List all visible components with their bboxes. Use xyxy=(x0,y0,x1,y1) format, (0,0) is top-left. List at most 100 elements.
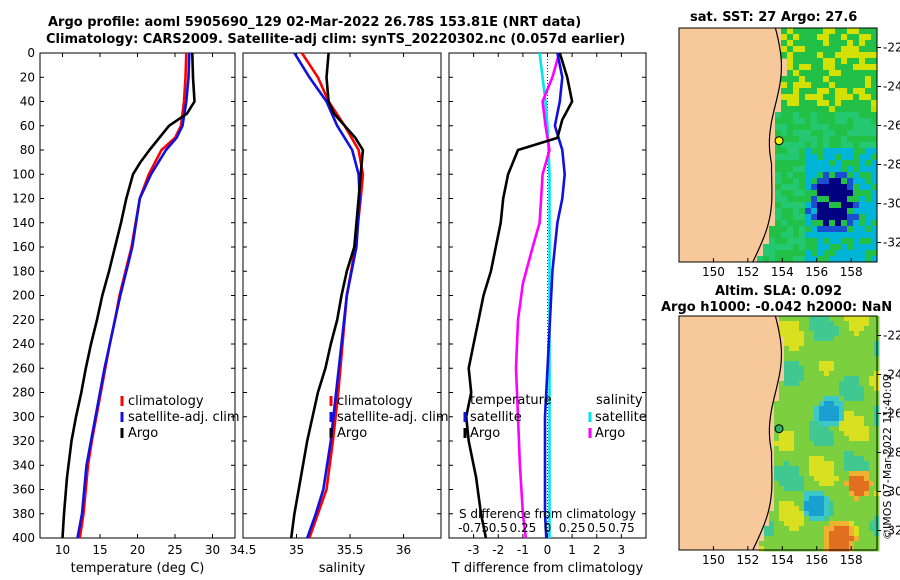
sst-map-cell xyxy=(829,34,836,41)
sla-map-cell xyxy=(844,326,850,332)
sst-map-cell xyxy=(805,112,812,119)
sst-map-cell xyxy=(829,142,836,149)
sst-map-cell xyxy=(817,142,824,149)
sla-map-cell xyxy=(849,536,855,542)
sla-map-cell xyxy=(864,501,870,507)
sla-map-cell xyxy=(764,531,770,537)
sla-map-lon-label: 150 xyxy=(702,553,725,567)
sla-map-cell xyxy=(849,456,855,462)
sst-map-cell xyxy=(835,124,842,131)
sla-map-cell xyxy=(849,521,855,527)
sst-map-cell xyxy=(775,226,782,233)
sla-map-cell xyxy=(794,536,800,542)
sla-map-cell xyxy=(779,386,785,392)
sst-map-cell xyxy=(781,256,788,263)
sst-map-cell xyxy=(805,226,812,233)
sst-map-cell xyxy=(775,250,782,257)
sla-map-cell xyxy=(824,486,830,492)
sst-map-cell xyxy=(811,214,818,221)
sla-map-cell xyxy=(799,531,805,537)
sst-map-cell xyxy=(865,184,872,191)
sla-map-cell xyxy=(784,506,790,512)
sla-map-cell xyxy=(809,481,815,487)
sla-map-cell xyxy=(764,541,770,547)
sla-map-cell xyxy=(809,386,815,392)
sst-map-cell xyxy=(865,70,872,77)
sst-map-cell xyxy=(799,28,806,35)
sst-map-cell xyxy=(859,142,866,149)
sst-map-cell xyxy=(865,100,872,107)
sla-map-cell xyxy=(859,381,865,387)
sla-map-cell xyxy=(779,511,785,517)
sla-map-cell xyxy=(794,346,800,352)
sla-map-cell xyxy=(834,476,840,482)
sst-map-cell xyxy=(865,172,872,179)
sla-map-cell xyxy=(804,396,810,402)
sla-map-cell xyxy=(849,411,855,417)
temperature-line-1 xyxy=(76,52,191,539)
sla-map-cell xyxy=(854,436,860,442)
sla-map-cell xyxy=(869,376,875,382)
sla-map-cell xyxy=(859,511,865,517)
sst-map-cell xyxy=(811,100,818,107)
salinity-legend-label: Argo xyxy=(337,426,367,441)
sla-map-cell xyxy=(869,511,875,517)
depth-tick-label: 320 xyxy=(12,434,35,448)
sst-map-cell xyxy=(805,232,812,239)
sla-map-cell xyxy=(859,491,865,497)
sst-map-cell xyxy=(793,250,800,257)
sst-map-cell xyxy=(817,208,824,215)
sst-map-cell xyxy=(841,208,848,215)
sla-map-cell xyxy=(799,356,805,362)
sla-map-cell xyxy=(799,486,805,492)
sla-map-cell xyxy=(829,486,835,492)
temperature-legend-label: Argo xyxy=(128,426,158,441)
sla-map-cell xyxy=(814,391,820,397)
sla-map-cell xyxy=(799,336,805,342)
sst-map-cell xyxy=(787,124,794,131)
sla-map-cell xyxy=(824,316,830,322)
sla-map-cell xyxy=(819,441,825,447)
sla-map-title-line1: Altim. SLA: 0.092 xyxy=(715,284,842,299)
sla-map-cell xyxy=(814,471,820,477)
sst-map-cell xyxy=(841,142,848,149)
sla-map-cell xyxy=(819,371,825,377)
sla-map-cell xyxy=(799,326,805,332)
sst-map-cell xyxy=(817,172,824,179)
sla-map-cell xyxy=(789,381,795,387)
sla-map-cell xyxy=(784,511,790,517)
sst-map-cell xyxy=(829,226,836,233)
sst-map-cell xyxy=(847,100,854,107)
sla-map-cell xyxy=(869,366,875,372)
sla-map-cell xyxy=(789,456,795,462)
sst-map-cell xyxy=(805,178,812,185)
sst-map-cell xyxy=(799,154,806,161)
sst-map-cell xyxy=(781,34,788,41)
sst-map-cell xyxy=(763,244,770,251)
sla-map-cell xyxy=(814,396,820,402)
sst-map-cell xyxy=(853,208,860,215)
sst-map-cell xyxy=(865,34,872,41)
sla-map-cell xyxy=(849,541,855,547)
sst-map-cell xyxy=(799,64,806,71)
sla-map-cell xyxy=(834,536,840,542)
sla-map-cell xyxy=(804,526,810,532)
sst-map-cell xyxy=(793,52,800,59)
sst-map-cell xyxy=(847,124,854,131)
sla-map-cell xyxy=(804,386,810,392)
sst-map-cell xyxy=(871,148,878,155)
temperature-tick-label: 25 xyxy=(167,543,182,557)
sst-map-cell xyxy=(859,46,866,53)
diff-temperature-argo-line xyxy=(464,52,574,539)
diff-salinity-tick-label: 0.25 xyxy=(559,521,586,535)
sla-map-cell xyxy=(784,481,790,487)
sst-map-lon-label: 150 xyxy=(702,265,725,279)
sst-map-cell xyxy=(781,136,788,143)
sst-map-cell xyxy=(865,160,872,167)
sla-map-cell xyxy=(829,446,835,452)
sla-map-cell xyxy=(829,466,835,472)
sst-map-cell xyxy=(841,46,848,53)
sla-map-cell xyxy=(844,371,850,377)
sla-map-cell xyxy=(859,411,865,417)
sst-map-cell xyxy=(847,94,854,101)
